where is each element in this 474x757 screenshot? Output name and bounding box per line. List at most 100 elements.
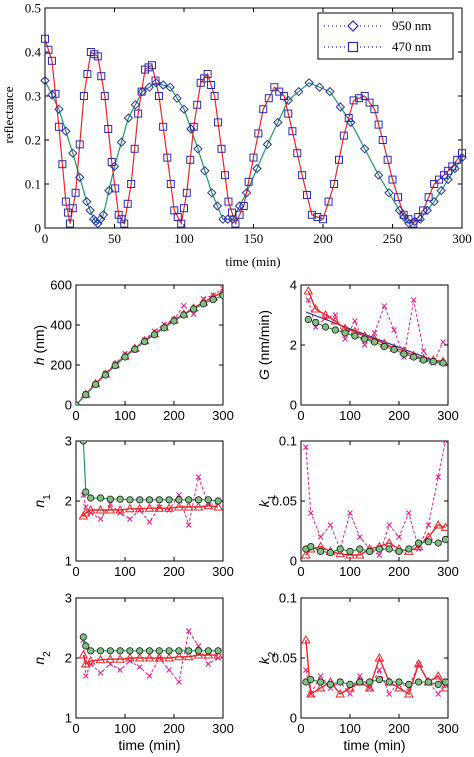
reflectance-xtick-label: 150 <box>244 231 264 246</box>
n2-red-triangle <box>85 655 96 665</box>
k2-green-circle <box>414 678 423 686</box>
n1-green-circle <box>116 495 124 503</box>
square-point <box>137 87 146 96</box>
diamond-point <box>123 113 134 123</box>
square-point <box>239 202 248 210</box>
k2-red-triangle <box>345 682 355 692</box>
k1-ylabel-sub: 1 <box>267 494 278 500</box>
G-ylabel-unit: (nm/min) <box>256 310 272 369</box>
n2-magenta-cross <box>176 679 182 685</box>
h-red-triangle <box>218 286 223 296</box>
diamond-point <box>394 205 405 216</box>
diamond-marker-icon <box>347 20 359 32</box>
n1-red-triangle <box>95 504 106 514</box>
diamond-point <box>359 144 370 154</box>
reflectance-xtick-label: 200 <box>313 231 333 246</box>
n2-xtick-label: 300 <box>212 721 234 736</box>
G-magenta-cross <box>305 297 312 303</box>
n2-xtick-label: 0 <box>72 721 79 736</box>
n2-red-triangle <box>183 651 194 661</box>
k1-xtick-label: 100 <box>339 564 361 579</box>
n1-red-triangle <box>164 503 174 512</box>
k1-ytick-label: 0 <box>290 554 297 569</box>
k2-ylabel-base: k <box>256 656 272 664</box>
square-point <box>424 193 433 202</box>
square-point <box>93 52 102 61</box>
k1-magenta-line <box>305 441 447 556</box>
diamond-point <box>450 163 460 174</box>
n2-ytick-label: 1 <box>65 711 72 726</box>
square-point <box>275 87 284 96</box>
diamond-point <box>241 188 252 198</box>
k1-red-triangle <box>413 541 424 551</box>
n1-ytick-label: 2 <box>65 494 72 509</box>
n2-red-line <box>82 654 219 666</box>
n2-green-circle <box>82 642 90 650</box>
h-green-circle <box>76 401 80 405</box>
n2-magenta-line <box>82 629 219 684</box>
n2-xtick-label: 100 <box>114 721 136 736</box>
k1-green-circle <box>434 539 442 547</box>
square-point <box>166 180 175 188</box>
n1-red-triangle <box>203 500 214 510</box>
n1-red-triangle <box>144 503 155 512</box>
k1-panel: 0 100 200 300 0 0.05 0.1 k1 <box>256 434 459 580</box>
diamond-point <box>186 124 196 134</box>
diamond-point <box>262 139 273 150</box>
G-magenta-cross <box>342 336 348 342</box>
h-green-line <box>76 294 223 405</box>
k1-magenta-cross <box>425 522 432 528</box>
diamond-point <box>335 102 346 112</box>
k1-magenta-cross <box>307 510 314 516</box>
h-ytick-label: 200 <box>50 358 72 373</box>
G-panel: 0 100 200 300 0 2 4 G (nm/min) <box>256 278 459 424</box>
n2-red-triangle <box>193 649 204 659</box>
square-point <box>71 188 80 197</box>
k2-red-triangle <box>364 682 375 692</box>
square-point <box>163 153 172 162</box>
n1-magenta-cross <box>146 519 153 525</box>
reflectance-legend: 950 nm 470 nm <box>317 12 454 60</box>
legend-label-470nm: 470 nm <box>392 39 431 54</box>
square-point <box>61 197 70 206</box>
diamond-point <box>234 201 245 211</box>
k2-xtick-label: 0 <box>297 721 304 736</box>
square-point <box>319 215 327 224</box>
h-magenta-cross <box>180 302 187 309</box>
square-point <box>123 199 132 208</box>
square-point <box>221 171 230 180</box>
n1-red-triangle <box>183 501 194 511</box>
k1-green-circle <box>336 545 344 553</box>
square-point <box>117 215 126 224</box>
n2-xlabel: time (min) <box>118 737 180 753</box>
n2-red-triangle <box>78 649 89 659</box>
G-ytick-label: 4 <box>290 278 297 293</box>
square-point <box>231 219 240 228</box>
n1-green-circle <box>175 496 183 504</box>
h-green-circle <box>199 300 207 308</box>
square-point <box>330 180 339 188</box>
n1-green-circle <box>185 496 193 504</box>
n2-green-circle <box>87 647 95 655</box>
h-xtick-label: 200 <box>163 408 185 423</box>
G-magenta-cross <box>381 303 388 309</box>
n1-ytick-label: 1 <box>65 554 72 569</box>
k2-red-triangle <box>335 688 346 698</box>
k2-green-circle <box>336 678 344 686</box>
n1-green-circle <box>82 488 90 496</box>
G-magenta-cross <box>361 342 368 348</box>
square-point <box>394 193 403 202</box>
n1-red-triangle <box>105 504 116 514</box>
h-ylabel-unit: (nm) <box>31 325 47 358</box>
k2-green-circle <box>326 680 334 689</box>
k2-red-triangle <box>301 634 311 644</box>
diamond-point <box>325 86 335 97</box>
square-point <box>235 210 244 219</box>
square-point <box>41 34 49 43</box>
n2-green-circle <box>126 647 134 655</box>
k2-magenta-cross <box>386 691 393 697</box>
diamond-point <box>130 100 141 110</box>
n1-xtick-label: 0 <box>72 564 79 579</box>
diamond-point <box>54 104 64 114</box>
